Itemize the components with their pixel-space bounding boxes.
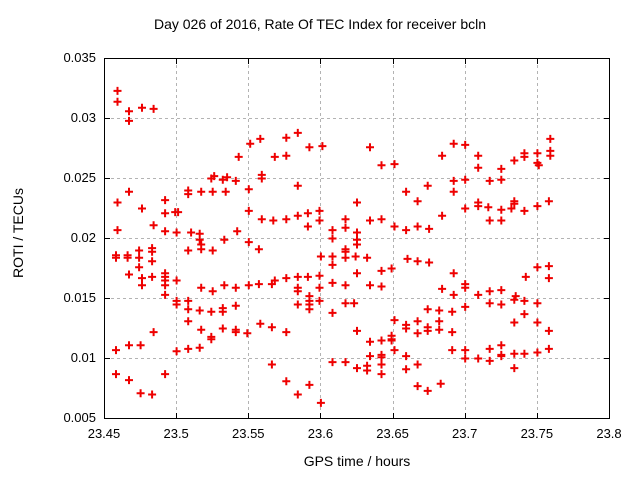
y-tick-label: 0.005 — [63, 410, 96, 425]
x-tick-label: 23.6 — [307, 426, 334, 441]
y-tick-label: 0.03 — [70, 110, 96, 125]
y-tick-label: 0.035 — [63, 50, 96, 65]
y-tick-label: 0.015 — [63, 290, 96, 305]
chart-title: Day 026 of 2016, Rate Of TEC Index for r… — [153, 16, 487, 32]
x-tick-label: 23.5 — [163, 426, 189, 441]
x-tick-label: 23.8 — [596, 426, 622, 441]
x-tick-label: 23.45 — [87, 426, 121, 441]
x-tick-label: 23.65 — [376, 426, 409, 441]
x-tick-label: 23.75 — [520, 426, 554, 441]
x-tick-label: 23.7 — [452, 426, 478, 441]
y-tick-label: 0.01 — [70, 350, 96, 365]
plot-area — [104, 58, 610, 419]
x-tick-label: 23.55 — [232, 426, 265, 441]
plot-border — [104, 58, 610, 419]
y-tick-label: 0.025 — [63, 170, 96, 185]
x-axis-label: GPS time / hours — [303, 453, 411, 469]
y-tick-label: 0.02 — [70, 230, 96, 245]
data-points — [112, 86, 555, 407]
